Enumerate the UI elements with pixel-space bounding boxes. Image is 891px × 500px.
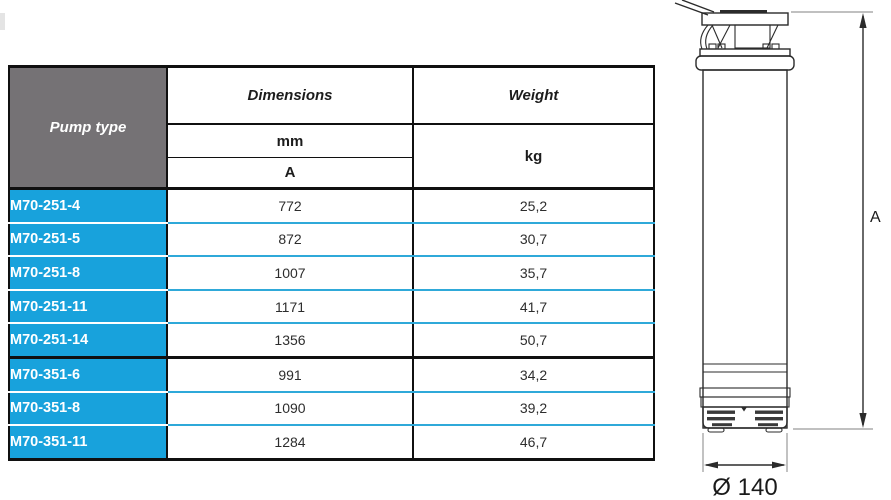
table-row: M70-251-5 872 30,7 <box>9 222 654 258</box>
table-row: M70-251-11 1171 41,7 <box>9 289 654 325</box>
dimension-diameter-label: Ø 140 <box>712 474 777 500</box>
dimension-a-cell: 872 <box>167 222 414 258</box>
dimension-a-cell: 1007 <box>167 256 414 291</box>
pump-type-cell: M70-251-5 <box>9 222 168 258</box>
weight-cell: 25,2 <box>413 188 654 224</box>
pump-type-cell: M70-351-8 <box>9 391 168 427</box>
weight-cell: 46,7 <box>413 425 654 461</box>
header-unit-mm: mm <box>167 124 414 158</box>
dimension-a-cell: 1356 <box>167 323 414 359</box>
header-pump-type: Pump type <box>9 66 168 190</box>
dimension-a-cell: 1090 <box>167 391 414 427</box>
pump-spec-table: Pump type Dimensions Weight mm kg A M70-… <box>8 65 655 461</box>
dimension-a-cell: 1284 <box>167 425 414 461</box>
dimension-a-cell: 772 <box>167 188 414 224</box>
table-row: M70-251-8 1007 35,7 <box>9 256 654 291</box>
table-row: M70-351-8 1090 39,2 <box>9 391 654 427</box>
table-row: M70-251-14 1356 50,7 <box>9 323 654 359</box>
table-header: Pump type Dimensions Weight mm kg A <box>9 66 654 190</box>
weight-cell: 34,2 <box>413 355 654 393</box>
dimension-a: A <box>791 11 881 430</box>
pump-type-cell: M70-351-11 <box>9 425 168 461</box>
table-body: M70-251-4 772 25,2 M70-251-5 872 30,7 M7… <box>9 188 654 461</box>
dimension-a-cell: 1171 <box>167 289 414 325</box>
weight-cell: 39,2 <box>413 391 654 427</box>
dimension-a-cell: 991 <box>167 355 414 393</box>
pump-intake-screen <box>702 406 788 433</box>
pump-type-cell: M70-251-11 <box>9 289 168 325</box>
table-row: M70-251-4 772 25,2 <box>9 188 654 224</box>
weight-cell: 30,7 <box>413 222 654 258</box>
header-unit-kg: kg <box>413 124 654 190</box>
dimension-diameter: Ø 140 <box>702 433 788 500</box>
scan-artifact <box>0 13 5 30</box>
header-dim-a: A <box>167 157 414 190</box>
dimension-a-label: A <box>870 209 881 226</box>
weight-cell: 50,7 <box>413 323 654 359</box>
weight-cell: 41,7 <box>413 289 654 325</box>
pump-type-cell: M70-351-6 <box>9 355 168 393</box>
table-row: M70-351-6 991 34,2 <box>9 355 654 393</box>
header-dimensions: Dimensions <box>167 66 414 125</box>
pump-type-cell: M70-251-8 <box>9 256 168 291</box>
pump-head <box>695 10 795 71</box>
table-row: M70-351-11 1284 46,7 <box>9 425 654 461</box>
pump-technical-drawing: A Ø 140 <box>674 0 881 500</box>
pump-type-cell: M70-251-4 <box>9 188 168 224</box>
pump-type-cell: M70-251-14 <box>9 323 168 359</box>
weight-cell: 35,7 <box>413 256 654 291</box>
pump-body <box>699 69 791 429</box>
header-weight: Weight <box>413 66 654 125</box>
